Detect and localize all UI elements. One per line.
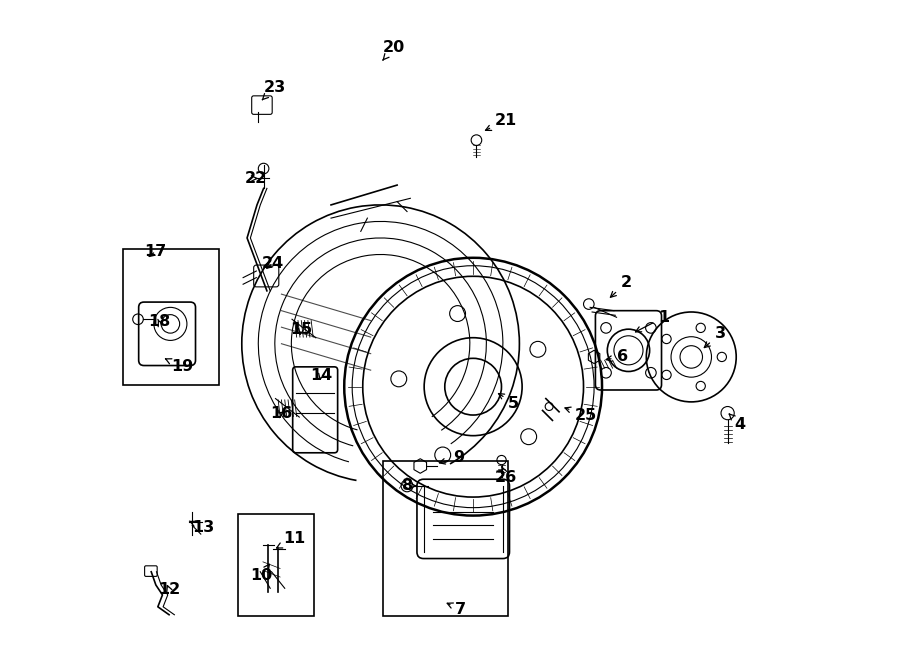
Text: 19: 19 <box>166 359 194 374</box>
Text: 12: 12 <box>158 582 180 597</box>
Text: 9: 9 <box>439 450 464 465</box>
Bar <box>122 249 219 385</box>
Text: 26: 26 <box>495 467 518 485</box>
Text: 21: 21 <box>485 113 518 130</box>
Text: 23: 23 <box>262 80 286 100</box>
Text: 8: 8 <box>402 479 417 493</box>
Text: 4: 4 <box>729 414 745 432</box>
Bar <box>382 461 508 616</box>
Text: 22: 22 <box>245 171 267 186</box>
Text: 1: 1 <box>635 310 670 332</box>
Text: 25: 25 <box>565 407 597 422</box>
Text: 2: 2 <box>610 276 632 297</box>
Text: 11: 11 <box>276 531 306 548</box>
Text: 7: 7 <box>447 602 466 617</box>
Text: 15: 15 <box>290 322 312 336</box>
Text: 16: 16 <box>270 406 292 420</box>
Text: 20: 20 <box>382 40 405 60</box>
Text: 3: 3 <box>705 327 725 348</box>
Text: 24: 24 <box>262 256 284 270</box>
Text: 6: 6 <box>607 350 627 364</box>
Bar <box>238 514 314 616</box>
Text: 18: 18 <box>148 315 170 329</box>
Text: 13: 13 <box>189 520 214 535</box>
Text: 14: 14 <box>310 368 332 383</box>
Text: 10: 10 <box>250 564 273 582</box>
Text: 17: 17 <box>145 244 166 258</box>
Text: 5: 5 <box>499 393 519 410</box>
